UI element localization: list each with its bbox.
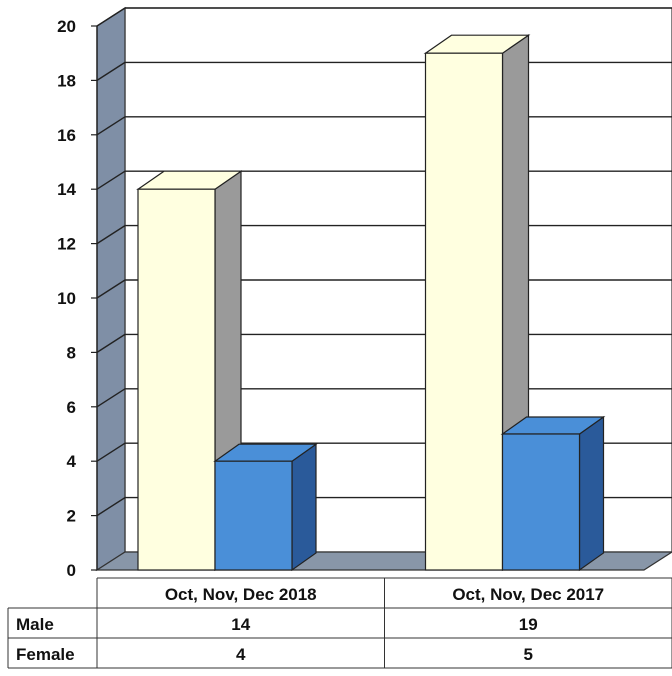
y-tick-label: 16 — [57, 126, 76, 145]
data-label: 14 — [231, 615, 250, 634]
category-label: Oct, Nov, Dec 2018 — [165, 585, 317, 604]
series-label: Male — [16, 615, 54, 634]
data-label: 4 — [236, 645, 246, 664]
category-label: Oct, Nov, Dec 2017 — [452, 585, 604, 604]
y-axis-ticks: 0 2 4 6 8 10 12 14 16 18 20 — [57, 17, 97, 580]
data-label: 5 — [524, 645, 533, 664]
series-label: Female — [16, 645, 75, 664]
y-tick-label: 10 — [57, 289, 76, 308]
y-tick-label: 2 — [67, 507, 76, 526]
bar-male-0 — [138, 189, 215, 570]
bar-female-1 — [503, 434, 580, 570]
y-tick-label: 6 — [67, 398, 76, 417]
bar-male-1 — [426, 53, 503, 570]
data-table: Oct, Nov, Dec 2018 Oct, Nov, Dec 2017 Male… — [8, 578, 672, 668]
bar-side — [292, 444, 316, 570]
y-tick-label: 18 — [57, 71, 76, 90]
bar-side — [580, 417, 604, 570]
data-label: 19 — [519, 615, 538, 634]
y-tick-label: 8 — [67, 343, 76, 362]
y-tick-label: 4 — [67, 452, 77, 471]
bar-female-0 — [215, 461, 292, 570]
y-tick-label: 20 — [57, 17, 76, 36]
y-tick-label: 0 — [67, 561, 76, 580]
y-tick-label: 12 — [57, 235, 76, 254]
y-tick-label: 14 — [57, 180, 76, 199]
